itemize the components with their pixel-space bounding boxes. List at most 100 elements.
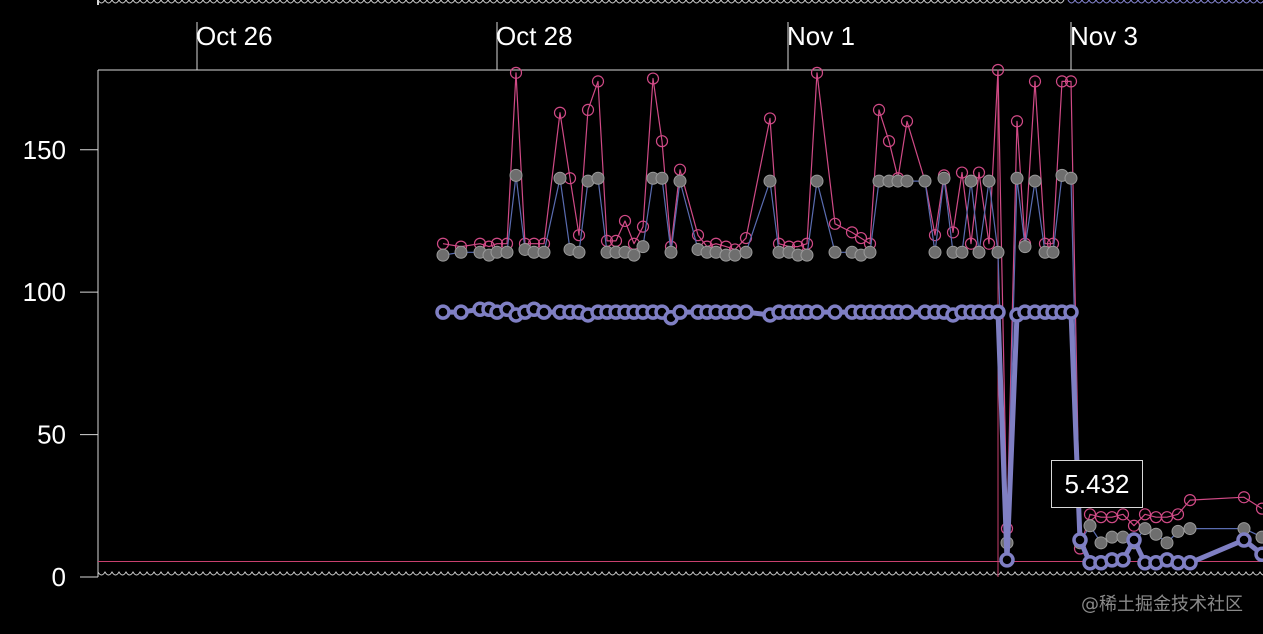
data-point bbox=[810, 174, 824, 188]
data-point bbox=[500, 245, 514, 259]
data-point bbox=[691, 229, 705, 242]
data-point bbox=[636, 240, 650, 254]
data-point bbox=[1083, 519, 1097, 533]
y-tick-label: 50 bbox=[37, 420, 66, 450]
data-point bbox=[1138, 508, 1152, 521]
data-point bbox=[1171, 524, 1185, 538]
data-point bbox=[1237, 491, 1251, 504]
data-point bbox=[1105, 511, 1119, 524]
top-strip-right bbox=[1067, 0, 1263, 4]
series-1 bbox=[436, 168, 1263, 550]
data-point bbox=[1149, 527, 1163, 541]
data-point bbox=[964, 174, 978, 188]
watermark: @稀土掘金技术社区 bbox=[1081, 594, 1243, 615]
data-point bbox=[991, 63, 1005, 77]
data-point bbox=[572, 245, 586, 259]
data-point bbox=[672, 304, 688, 320]
data-point bbox=[1171, 508, 1185, 521]
data-point bbox=[1046, 245, 1060, 259]
x-tick-label: Oct 26 bbox=[196, 21, 273, 51]
data-point bbox=[1064, 171, 1078, 185]
data-point bbox=[1160, 536, 1174, 550]
data-point bbox=[1116, 508, 1130, 521]
data-point bbox=[845, 226, 859, 239]
data-point bbox=[900, 115, 914, 128]
data-point bbox=[763, 112, 777, 125]
data-point bbox=[999, 552, 1015, 568]
data-point bbox=[928, 229, 942, 242]
x-tick-label: Nov 1 bbox=[787, 21, 855, 51]
data-point bbox=[1170, 555, 1186, 571]
data-point bbox=[436, 248, 450, 262]
data-point bbox=[1160, 511, 1174, 524]
data-point bbox=[1183, 522, 1197, 536]
data-point bbox=[738, 304, 754, 320]
data-point bbox=[1255, 502, 1263, 515]
data-point bbox=[435, 304, 451, 320]
data-point bbox=[591, 171, 605, 185]
x-tick-label: Nov 3 bbox=[1070, 21, 1138, 51]
y-tick-label: 100 bbox=[23, 277, 66, 307]
data-point bbox=[1105, 530, 1119, 544]
data-point bbox=[537, 245, 551, 259]
data-point bbox=[728, 248, 742, 262]
data-point bbox=[1183, 493, 1197, 507]
data-point bbox=[863, 245, 877, 259]
data-point bbox=[1010, 171, 1024, 185]
data-point bbox=[1182, 555, 1198, 571]
data-point bbox=[1055, 75, 1069, 88]
data-point bbox=[899, 304, 915, 320]
data-point bbox=[946, 226, 960, 239]
data-point bbox=[664, 245, 678, 259]
data-point bbox=[1236, 532, 1252, 548]
data-point bbox=[882, 135, 896, 148]
data-point bbox=[673, 174, 687, 188]
x-axis: Oct 26 Oct 28 Nov 1 Nov 3 bbox=[196, 21, 1138, 70]
data-point bbox=[828, 245, 842, 259]
data-point bbox=[1064, 75, 1078, 88]
data-point bbox=[739, 231, 753, 245]
data-point bbox=[581, 103, 595, 116]
data-point bbox=[1072, 532, 1088, 548]
data-point bbox=[900, 174, 914, 188]
data-point bbox=[655, 135, 669, 148]
data-point bbox=[827, 304, 843, 320]
data-point bbox=[810, 66, 824, 79]
data-point bbox=[453, 304, 469, 320]
y-axis: 0 50 100 150 bbox=[23, 135, 98, 592]
top-strip-left bbox=[97, 0, 1065, 4]
data-point bbox=[1063, 304, 1079, 320]
data-point bbox=[982, 237, 996, 250]
data-point bbox=[553, 106, 567, 119]
data-point bbox=[1028, 174, 1042, 188]
data-point bbox=[1255, 530, 1263, 544]
data-point bbox=[1018, 240, 1032, 254]
data-point bbox=[982, 174, 996, 188]
data-point bbox=[928, 245, 942, 259]
data-point bbox=[990, 304, 1006, 320]
data-point bbox=[1115, 552, 1131, 568]
value-tooltip: 5.432 bbox=[1051, 460, 1143, 508]
data-point bbox=[809, 304, 825, 320]
data-point bbox=[536, 304, 552, 320]
data-point bbox=[1254, 546, 1263, 562]
data-point bbox=[918, 174, 932, 188]
chart-frame bbox=[97, 0, 1263, 577]
y-tick-label: 150 bbox=[23, 135, 66, 165]
data-point bbox=[1094, 536, 1108, 550]
data-point bbox=[646, 72, 660, 85]
data-point bbox=[553, 171, 567, 185]
data-point bbox=[955, 245, 969, 259]
data-point bbox=[618, 214, 632, 228]
data-point bbox=[591, 75, 605, 88]
data-point bbox=[509, 66, 523, 79]
data-point bbox=[872, 103, 886, 116]
x-tick-label: Oct 28 bbox=[496, 21, 573, 51]
data-point bbox=[972, 166, 986, 179]
data-point bbox=[828, 217, 842, 230]
data-point bbox=[739, 245, 753, 259]
data-point bbox=[627, 248, 641, 262]
data-point bbox=[636, 220, 650, 233]
y-tick-label: 0 bbox=[52, 562, 66, 592]
